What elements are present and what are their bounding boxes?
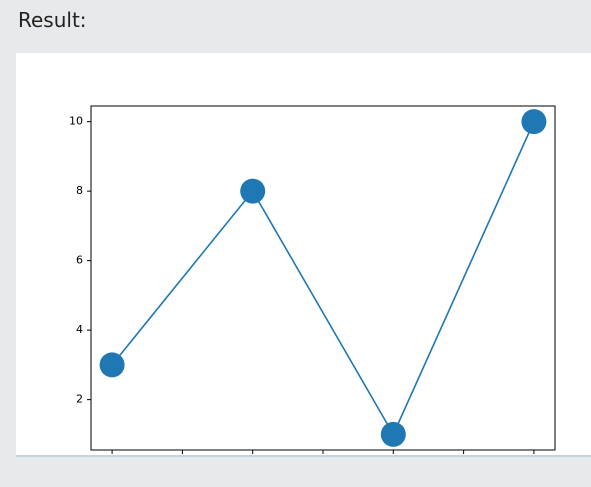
output-panel (16, 53, 591, 457)
point-marker (521, 109, 547, 135)
series-line (111, 121, 535, 437)
chart: 2468100.00.51.01.52.02.53.0 (69, 105, 556, 454)
point-marker (240, 178, 266, 204)
y-tick-label: 2 (76, 393, 83, 406)
plot-frame (90, 105, 556, 451)
y-tick-label: 8 (76, 184, 83, 197)
y-tick-label: 6 (76, 254, 83, 267)
result-label: Result: (18, 8, 87, 32)
point-marker (380, 421, 406, 447)
point-marker (99, 352, 125, 378)
y-tick-label: 4 (76, 323, 83, 336)
y-tick-label: 10 (69, 115, 83, 128)
